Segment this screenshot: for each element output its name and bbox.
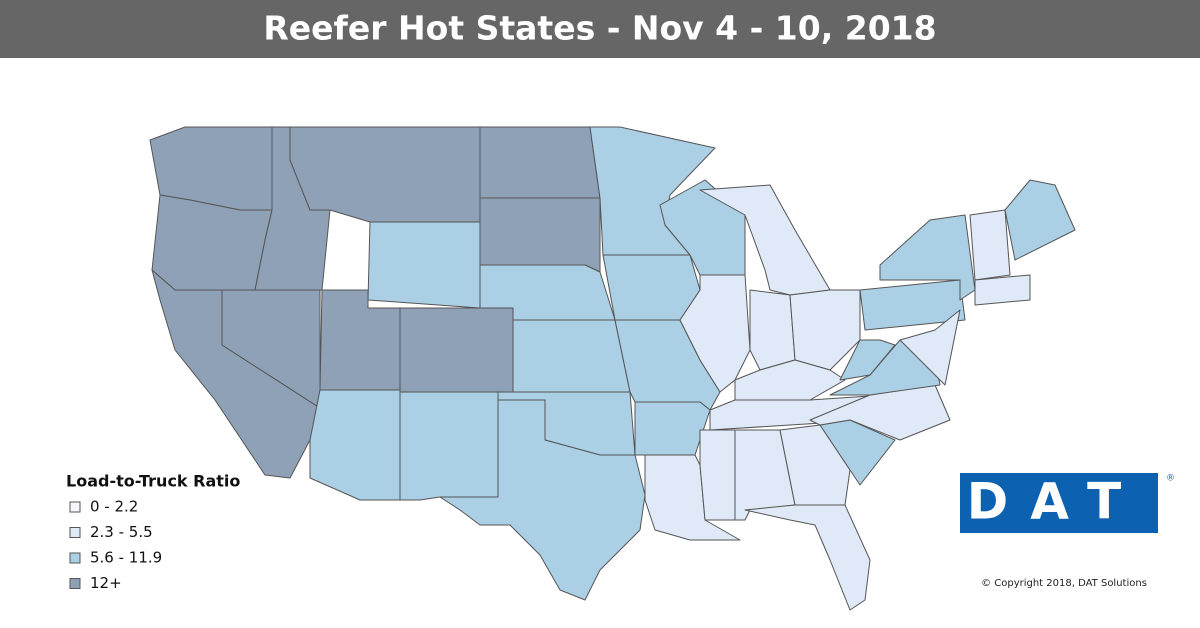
state	[744, 504, 871, 611]
logo-mark: ®	[1166, 474, 1175, 484]
state	[399, 391, 499, 501]
state	[679, 274, 751, 393]
legend: Load-to-Truck Ratio 0 - 2.2 2.3 - 5.5 5.6 …	[66, 472, 240, 593]
state	[602, 254, 701, 321]
state	[749, 289, 796, 371]
state	[974, 274, 1031, 306]
legend-title: Load-to-Truck Ratio	[66, 472, 240, 491]
logo: DAT ®	[960, 473, 1175, 533]
title: Reefer Hot States - Nov 4 - 10, 2018	[263, 9, 936, 48]
state	[289, 126, 481, 223]
legend-swatch	[69, 527, 81, 538]
state	[319, 289, 401, 391]
state	[439, 399, 646, 601]
us-map	[149, 126, 1076, 611]
state	[879, 214, 976, 301]
state	[899, 309, 961, 386]
state	[512, 319, 631, 393]
legend-swatch	[69, 578, 81, 589]
legend-label: 12+	[90, 574, 122, 592]
state	[969, 209, 1011, 281]
state	[644, 454, 741, 541]
state	[634, 401, 711, 456]
state	[399, 307, 514, 393]
legend-swatch	[69, 552, 81, 564]
state	[789, 289, 861, 371]
copyright: © Copyright 2018, DAT Solutions	[981, 578, 1147, 589]
logo-box	[960, 473, 1158, 533]
legend-label: 0 - 2.2	[90, 498, 138, 516]
legend-label: 2.3 - 5.5	[90, 523, 153, 541]
state	[1004, 179, 1076, 261]
state	[309, 389, 401, 501]
state	[859, 279, 966, 331]
state	[779, 424, 851, 506]
state	[699, 429, 736, 521]
state	[479, 126, 601, 199]
legend-swatch	[69, 501, 81, 513]
state	[839, 339, 896, 381]
state	[367, 221, 481, 309]
legend-label: 5.6 - 11.9	[90, 549, 162, 567]
state	[479, 197, 601, 273]
logo-text: DAT	[967, 473, 1143, 531]
title-bar	[0, 0, 1200, 58]
